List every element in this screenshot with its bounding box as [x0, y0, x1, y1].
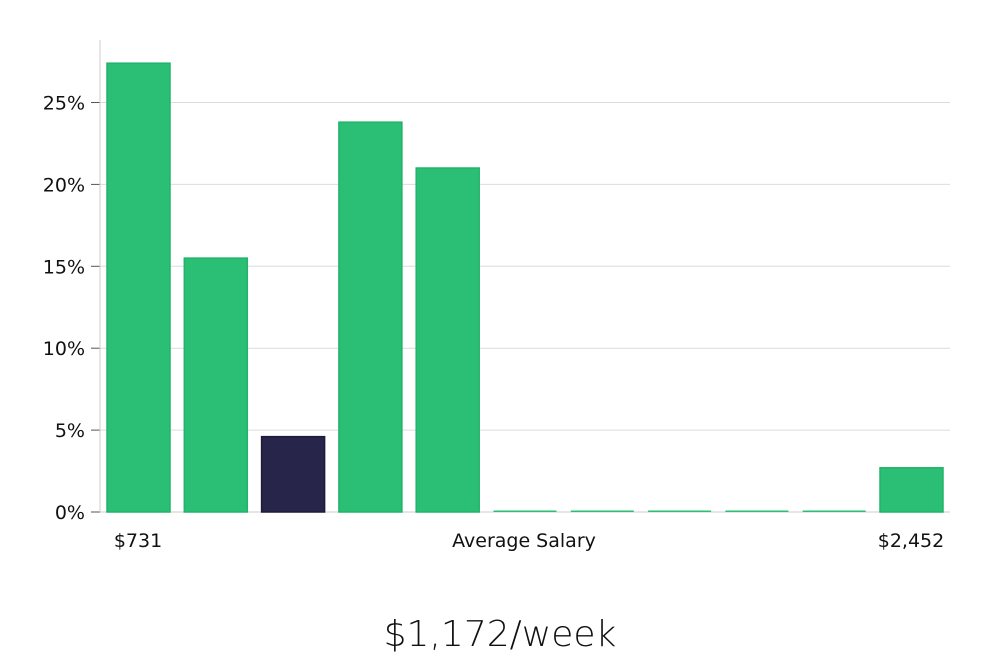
y-tick-label: 20%: [43, 174, 85, 196]
bar: [725, 510, 789, 512]
bar: [338, 121, 403, 513]
bars: [106, 62, 944, 513]
bar: [493, 510, 557, 512]
x-axis-labels: $731 Average Salary $2,452: [114, 530, 944, 552]
bar: [648, 510, 712, 512]
y-tick-labels: 0% 5% 10% 15% 20% 25%: [43, 93, 85, 525]
bar: [879, 467, 944, 513]
salary-histogram: 0% 5% 10% 15% 20% 25% $731 Average Salary $2,…: [43, 40, 950, 552]
average-weekly-salary: $1,172/week: [383, 614, 617, 655]
y-tick-label: 5%: [55, 420, 85, 442]
y-tick-label: 15%: [43, 256, 85, 278]
y-tick-label: 10%: [43, 338, 85, 360]
x-axis-title: Average Salary: [452, 530, 596, 552]
bar: [183, 257, 249, 513]
bar: [106, 62, 171, 513]
x-min-label: $731: [114, 530, 162, 552]
y-tick-label: 0%: [55, 502, 85, 524]
bar: [802, 510, 866, 512]
bar: [570, 510, 634, 512]
bar-highlighted: [260, 435, 326, 513]
y-tick-label: 25%: [43, 93, 85, 115]
x-max-label: $2,452: [878, 530, 944, 552]
bar: [415, 167, 480, 513]
